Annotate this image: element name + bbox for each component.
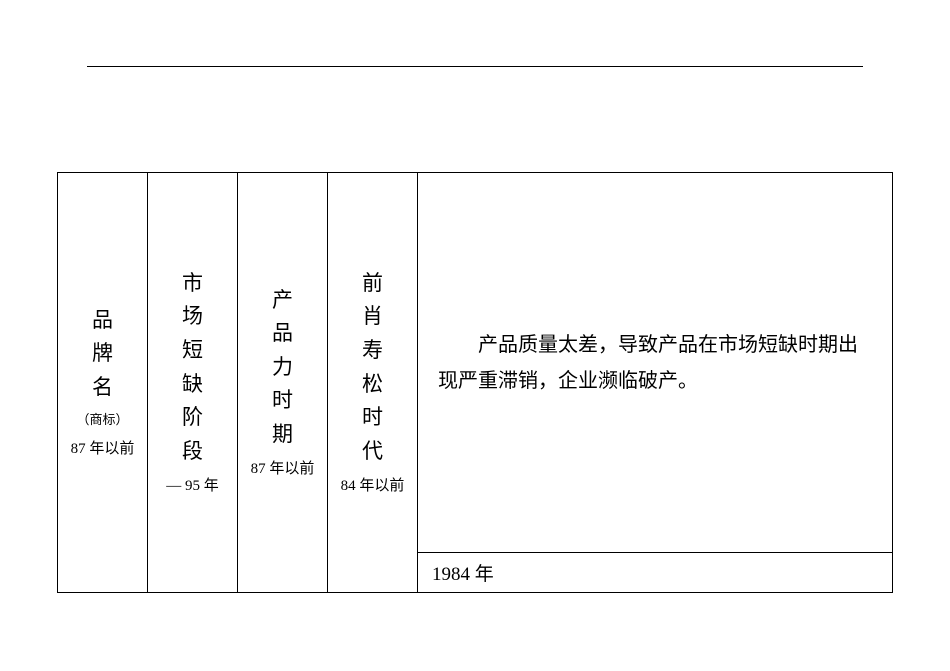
year-text: 1984 年 [418,559,892,586]
main-table: 品 牌 名 （商标） 87 年以前 市 场 短 缺 阶 段 [57,172,893,593]
horizontal-rule [87,66,863,67]
col1-main: 品 牌 名 [92,304,113,405]
cell-market-shortage: 市 场 短 缺 阶 段 — 95 年 [148,173,238,593]
description-text: 产品质量太差，导致产品在市场短缺时期出现严重滞销，企业濒临破产。 [418,327,892,399]
main-table-wrap: 品 牌 名 （商标） 87 年以前 市 场 短 缺 阶 段 [57,172,893,593]
col2-sub: — 95 年 [166,474,219,498]
col3-sub: 87 年以前 [251,457,315,481]
cell-pre-xiao-era: 前 肖 寿 松 时 代 84 年以前 [328,173,418,593]
col2-main: 市 场 短 缺 阶 段 [182,267,203,469]
cell-year: 1984 年 [418,553,893,593]
col4-main: 前 肖 寿 松 时 代 [362,267,383,469]
col3-main: 产 品 力 时 期 [272,284,293,452]
cell-product-power: 产 品 力 时 期 87 年以前 [238,173,328,593]
col1-sub2: 87 年以前 [71,437,135,461]
col1-sub1: （商标） [76,410,128,431]
cell-description: 产品质量太差，导致产品在市场短缺时期出现严重滞销，企业濒临破产。 [418,173,893,553]
col4-sub: 84 年以前 [341,474,405,498]
cell-brand-name: 品 牌 名 （商标） 87 年以前 [58,173,148,593]
